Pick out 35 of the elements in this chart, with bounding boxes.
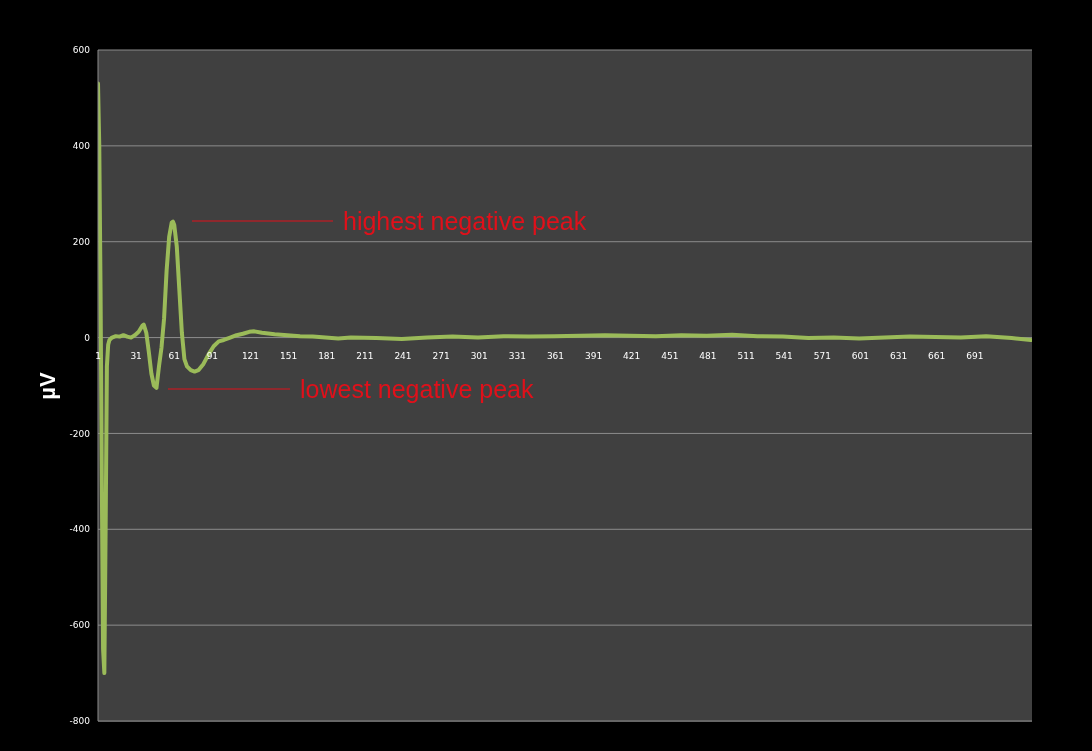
annotation: highest negative peak: [343, 207, 587, 235]
x-tick-label: 661: [928, 351, 946, 361]
x-tick-label: 541: [775, 351, 793, 361]
y-tick-label: -400: [69, 524, 91, 535]
x-tick-label: 391: [585, 351, 603, 361]
x-tick-label: 241: [394, 351, 412, 361]
x-tick-label: 601: [851, 351, 870, 361]
x-tick-label: 331: [508, 351, 526, 361]
x-tick-label: 61: [168, 351, 180, 361]
y-axis-title: µV: [35, 372, 61, 400]
x-tick-label: 271: [432, 351, 450, 361]
x-tick-label: 181: [318, 351, 336, 361]
y-tick-label: 200: [72, 236, 91, 247]
y-tick-label: -800: [69, 716, 91, 727]
x-tick-label: 571: [813, 351, 831, 361]
x-tick-label: 31: [130, 351, 142, 361]
x-tick-label: 511: [737, 351, 755, 361]
x-tick-label: 1: [95, 351, 101, 361]
y-tick-label: -600: [69, 620, 91, 631]
x-tick-label: 301: [470, 351, 488, 361]
x-tick-label: 151: [280, 351, 298, 361]
x-tick-label: 691: [966, 351, 984, 361]
x-tick-label: 121: [241, 351, 260, 361]
annotation: lowest negative peak: [300, 375, 534, 403]
y-tick-label: 0: [84, 332, 91, 343]
x-tick-label: 481: [699, 351, 717, 361]
x-tick-label: 631: [889, 351, 908, 361]
y-tick-label: 400: [72, 141, 91, 152]
line-series: [98, 81, 1032, 676]
y-tick-label: -200: [69, 428, 91, 439]
x-tick-label: 361: [546, 351, 565, 361]
x-tick-label: 451: [661, 351, 679, 361]
x-tick-label: 211: [356, 351, 374, 361]
y-tick-label: 600: [72, 45, 91, 56]
x-tick-label: 421: [623, 351, 641, 361]
